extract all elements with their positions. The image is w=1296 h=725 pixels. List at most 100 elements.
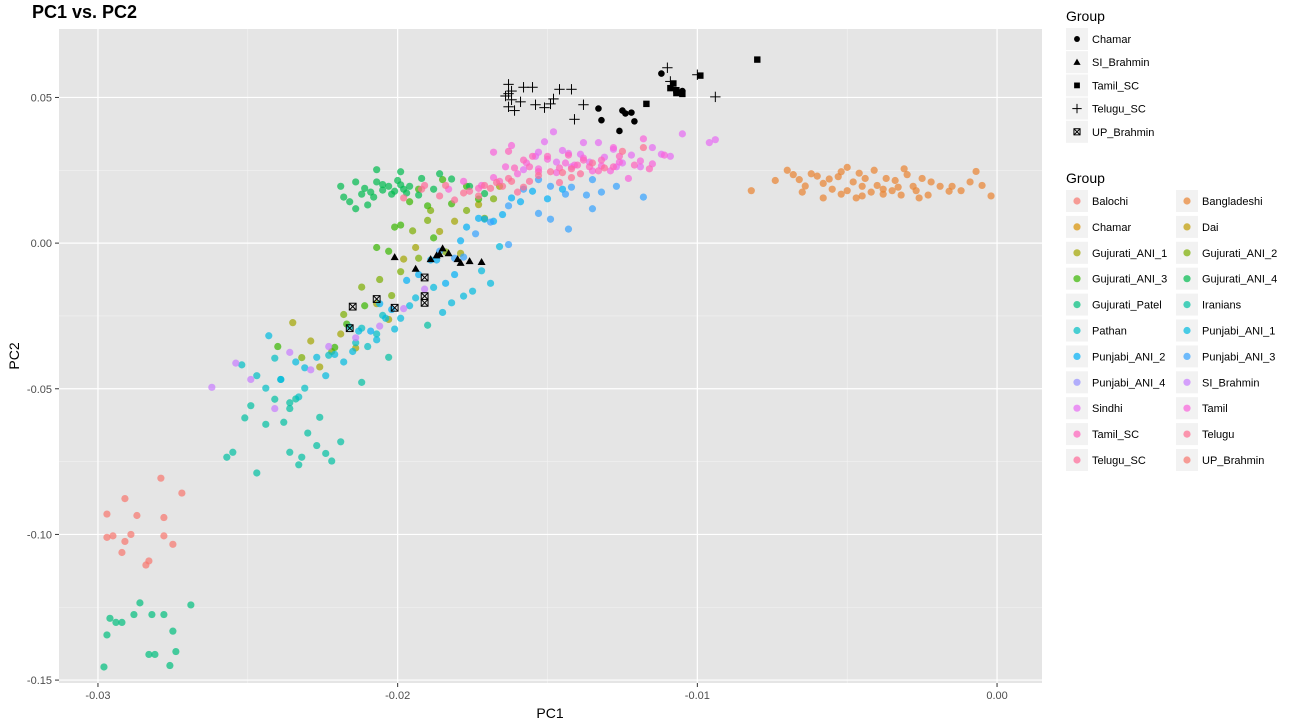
point-tamil [501, 163, 510, 171]
point-punjabi-ani-3 [561, 190, 570, 198]
point-gujurati-ani-4 [436, 170, 444, 178]
series-tamil-sc [474, 147, 653, 192]
marker-chamar [628, 109, 635, 116]
legend-label: Telugu_SC [1092, 104, 1146, 116]
point-telugu-sc [421, 181, 429, 190]
point-telugu [639, 143, 648, 152]
point-punjabi-ani-3 [564, 225, 573, 233]
point-balochi [127, 530, 135, 539]
shape-legend-item-chamar: Chamar [1066, 28, 1131, 50]
point-iranians [313, 441, 321, 450]
x-tick-label: -0.03 [85, 690, 110, 702]
point-punjabi-ani-3 [597, 188, 606, 196]
marker-telugu-sc [548, 93, 559, 105]
color-legend-item-gujurati-ani-2: Gujurati_ANI_2 [1176, 241, 1277, 264]
marker-telugu-sc [515, 96, 526, 108]
point-gujurati-ani-3 [424, 202, 432, 210]
point-punjabi-ani-3 [459, 253, 468, 261]
point-punjabi-ani-1 [430, 283, 438, 291]
x-tick-label: -0.02 [385, 690, 410, 702]
legend-label: Iranians [1202, 300, 1242, 312]
point-bangladeshi [936, 182, 944, 190]
legend-label: Telugu_SC [1092, 455, 1146, 467]
point-gujurati-patel [103, 631, 111, 639]
legend-label: Punjabi_ANI_4 [1092, 377, 1165, 389]
gridlines [59, 29, 1042, 683]
point-punjabi-ani-2 [442, 279, 450, 287]
color-legend-item-si-brahmin: SI_Brahmin [1176, 371, 1259, 394]
point-balochi [121, 537, 129, 546]
point-iranians [337, 438, 345, 446]
point-telugu-sc [492, 178, 501, 187]
point-punjabi-ani-3 [588, 176, 597, 184]
point-tamil-sc [609, 163, 618, 171]
point-telugu-sc [450, 196, 459, 204]
point-punjabi-ani-3 [534, 209, 543, 218]
point-bangladeshi [978, 181, 986, 190]
legend-swatch [1183, 223, 1191, 231]
point-si-brahmin [208, 383, 216, 391]
marker-telugu-sc [530, 99, 541, 110]
point-gujurati-ani-3 [274, 342, 282, 351]
marker-telugu-sc [566, 84, 577, 95]
marker-si-brahmin [411, 264, 420, 272]
point-gujurati-patel [160, 610, 168, 619]
legend-swatch [1073, 197, 1081, 205]
legend-label: Gujurati_ANI_4 [1202, 274, 1277, 286]
point-iranians [223, 453, 231, 461]
x-tick-label: 0.00 [986, 690, 1007, 702]
y-axis-ticks: 0.05 0.00 -0.05 -0.10 -0.15 [27, 92, 59, 687]
point-pathan [325, 351, 333, 359]
point-gujurati-patel [172, 647, 180, 656]
point-gujurati-ani-4 [370, 193, 378, 201]
point-punjabi-ani-3 [546, 182, 555, 190]
marker-telugu-sc [578, 99, 589, 110]
point-bangladeshi [915, 194, 923, 202]
point-telugu-sc [465, 187, 474, 195]
point-punjabi-ani-2 [462, 223, 471, 231]
marker-chamar [631, 118, 638, 125]
overlay-markers [345, 56, 761, 333]
point-balochi [160, 532, 168, 540]
legend-swatch [1183, 249, 1191, 257]
marker-up-brahmin [390, 303, 399, 312]
point-punjabi-ani-2 [474, 214, 483, 222]
point-tamil [660, 151, 668, 159]
legend-label: Gujurati_ANI_3 [1092, 274, 1167, 286]
point-bangladeshi [807, 170, 815, 178]
series-telugu [400, 143, 648, 202]
point-tamil [507, 141, 516, 150]
point-telugu-sc [567, 165, 576, 173]
point-tamil-sc [564, 151, 573, 159]
point-gujurati-patel [148, 610, 156, 619]
color-legend-item-iranians: Iranians [1176, 293, 1242, 316]
point-bangladeshi [852, 194, 860, 202]
point-gujurati-ani-4 [379, 186, 387, 194]
point-gujurati-ani-4 [448, 175, 456, 183]
point-bangladeshi [855, 169, 863, 177]
point-bangladeshi [957, 187, 965, 195]
point-bangladeshi [903, 171, 911, 179]
point-iranians [286, 399, 294, 407]
point-punjabi-ani-2 [498, 210, 507, 219]
color-legend: Group Balochi Bangladeshi Chamar Dai Gujurat… [1066, 170, 1277, 471]
shape-legend-item-up-brahmin: UP_Brahmin [1066, 120, 1154, 143]
point-bangladeshi [789, 171, 797, 179]
marker-up-brahmin [372, 295, 381, 303]
point-balochi [103, 533, 111, 541]
point-telugu-sc [534, 171, 543, 180]
point-balochi [103, 510, 111, 518]
chart-title: PC1 vs. PC2 [32, 2, 137, 22]
point-bangladeshi [819, 179, 827, 187]
point-balochi [121, 494, 129, 503]
point-bangladeshi [870, 166, 878, 174]
scatter-points [100, 128, 995, 671]
color-legend-item-gujurati-patel: Gujurati_Patel [1066, 293, 1162, 316]
series-balochi [103, 474, 186, 569]
point-punjabi-ani-3 [567, 183, 576, 191]
point-gujurati-patel [100, 663, 108, 671]
point-pathan [301, 384, 309, 392]
point-gujurati-ani-4 [340, 193, 348, 201]
marker-tamil-sc [697, 72, 704, 79]
y-tick-label: -0.05 [27, 384, 52, 396]
